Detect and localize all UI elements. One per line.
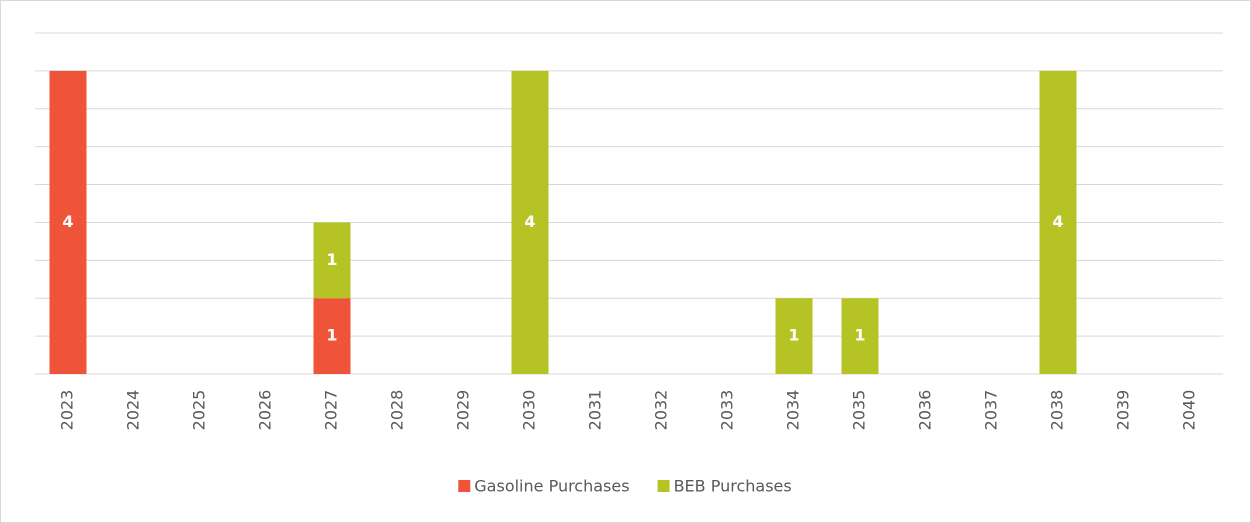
x-tick-label: 2024	[124, 390, 143, 431]
data-label: 1	[326, 250, 337, 269]
x-tick-label: 2033	[718, 390, 737, 431]
bar	[313, 298, 351, 374]
data-label: 4	[1052, 212, 1063, 231]
x-tick-label: 2040	[1180, 390, 1199, 431]
bar	[775, 298, 813, 374]
bar	[841, 298, 879, 374]
data-label: 1	[788, 326, 799, 345]
legend-swatch	[657, 480, 670, 492]
x-tick-label: 2037	[982, 390, 1001, 431]
data-label: 4	[62, 212, 73, 231]
legend-label: BEB Purchases	[674, 477, 792, 496]
x-tick-label: 2029	[454, 390, 473, 431]
data-label: 1	[326, 326, 337, 345]
bar	[1039, 70, 1077, 374]
bar	[313, 222, 351, 299]
x-tick-label: 2030	[520, 390, 539, 431]
x-tick-label: 2028	[388, 390, 407, 431]
x-tick-label: 2034	[784, 390, 803, 431]
legend-swatch	[458, 480, 471, 492]
legend-label: Gasoline Purchases	[474, 477, 629, 496]
x-tick-label: 2026	[256, 390, 275, 431]
bar	[49, 70, 87, 374]
data-label: 4	[524, 212, 535, 231]
data-label: 1	[854, 326, 865, 345]
x-tick-label: 2035	[850, 390, 869, 431]
x-tick-label: 2032	[652, 390, 671, 431]
x-tick-label: 2039	[1114, 390, 1133, 431]
x-tick-label: 2038	[1048, 390, 1067, 431]
bar	[511, 70, 549, 374]
x-tick-label: 2036	[916, 390, 935, 431]
x-tick-label: 2031	[586, 390, 605, 431]
x-tick-label: 2023	[58, 390, 77, 431]
x-tick-label: 2025	[190, 390, 209, 431]
x-tick-label: 2027	[322, 390, 341, 431]
